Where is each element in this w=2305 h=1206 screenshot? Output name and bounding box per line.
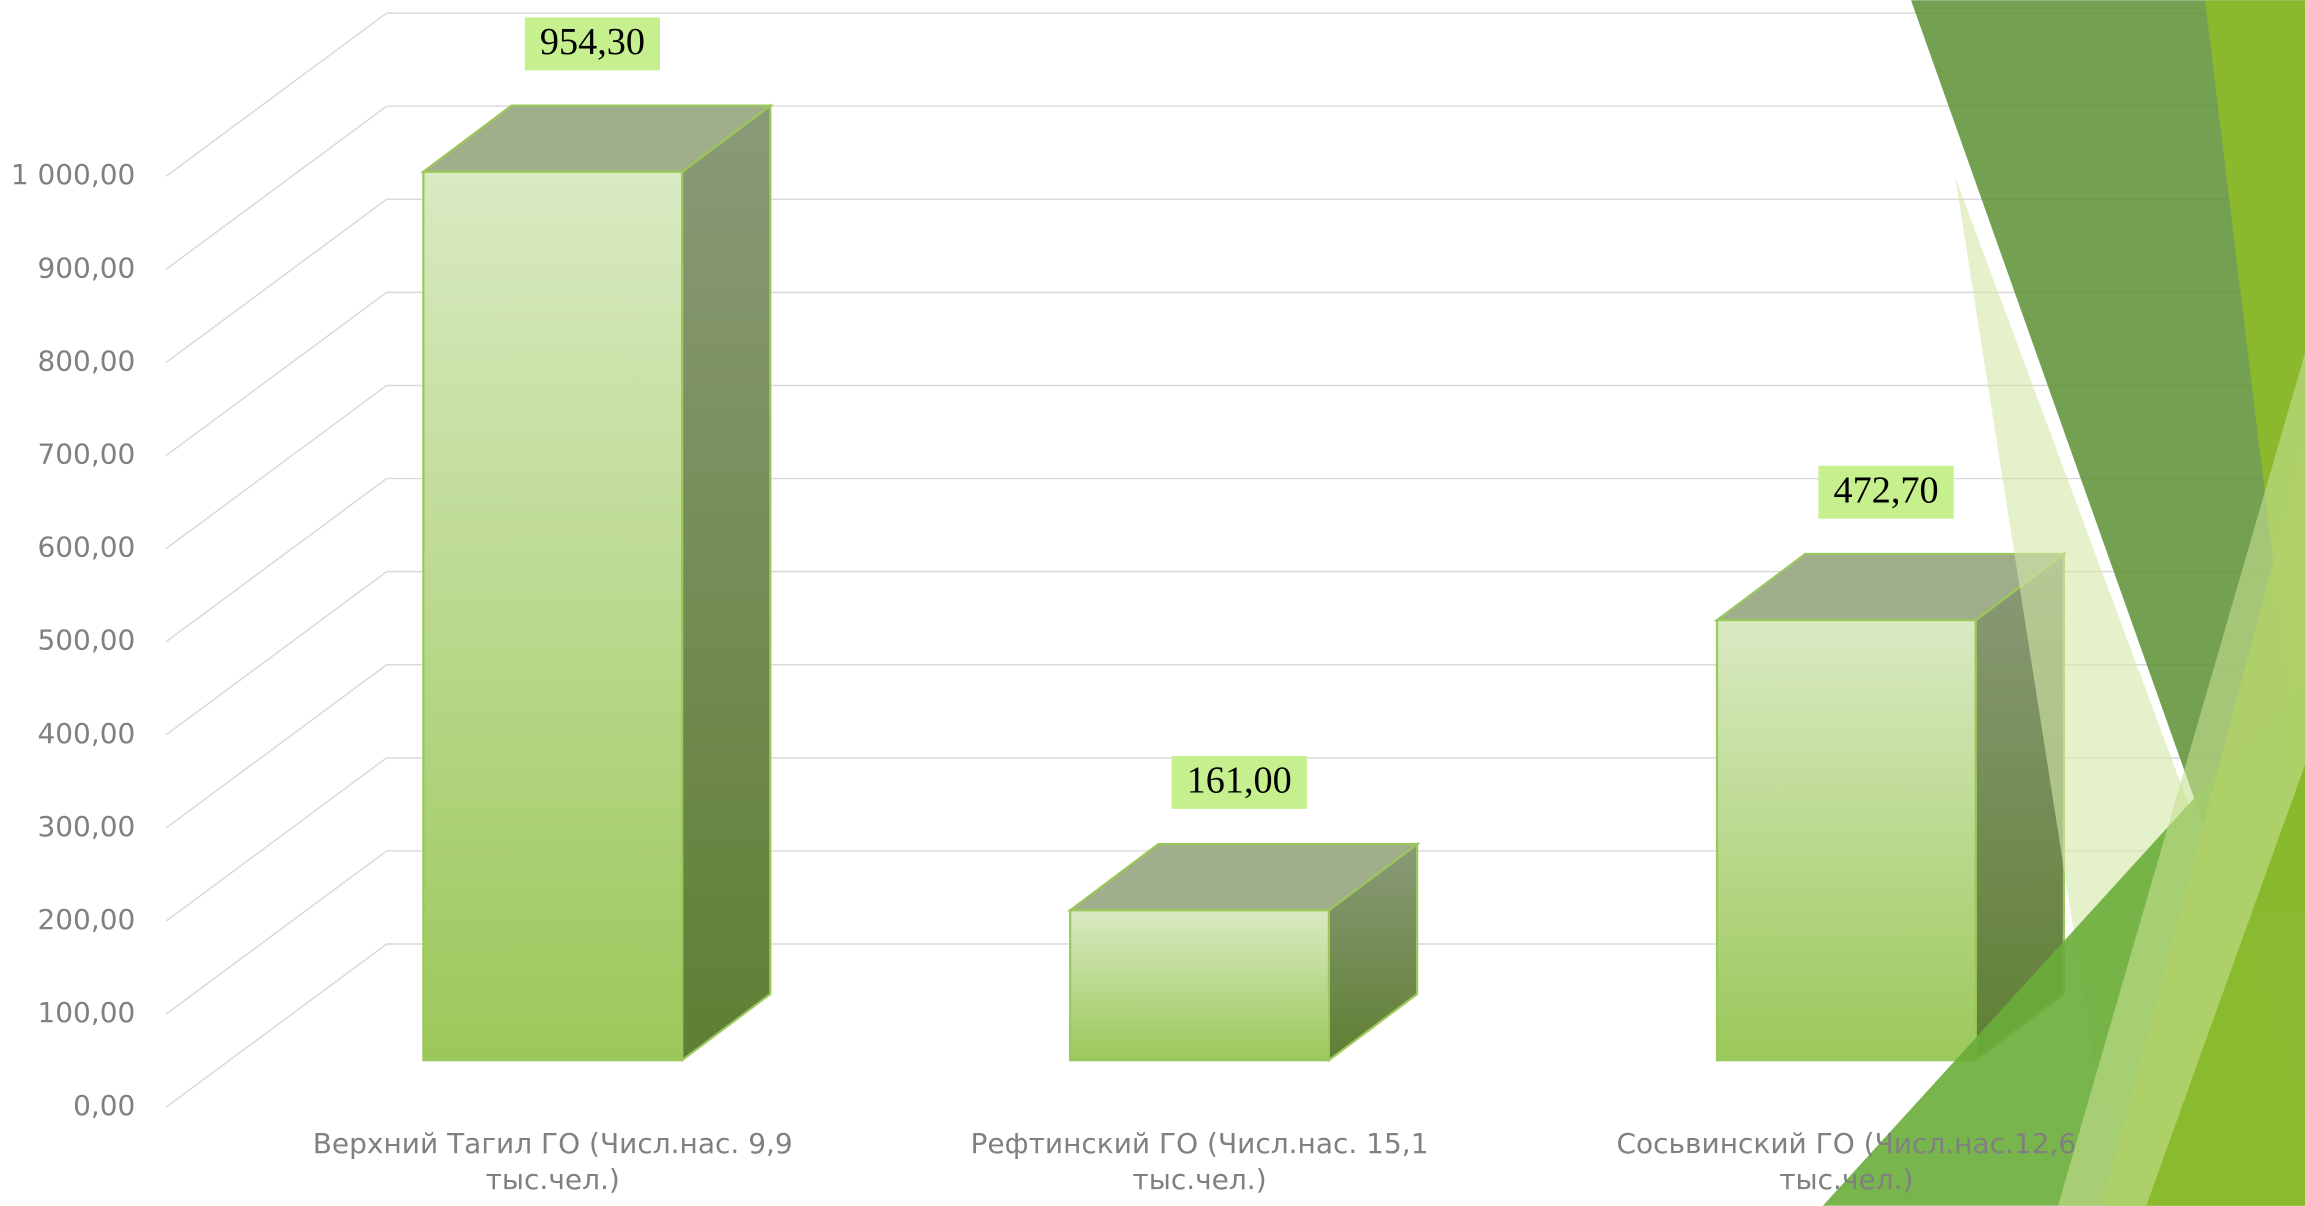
value-label-box bbox=[524, 17, 661, 71]
grid-line bbox=[165, 12, 388, 177]
grid-line bbox=[165, 943, 388, 1108]
y-tick-label: 100,00 bbox=[38, 996, 136, 1029]
y-tick-label: 900,00 bbox=[38, 251, 136, 284]
grid-line bbox=[165, 198, 388, 364]
grid-line bbox=[165, 850, 388, 1015]
y-tick-label: 600,00 bbox=[38, 531, 136, 564]
grid-line bbox=[165, 105, 388, 270]
y-tick-label: 1 000,00 bbox=[11, 158, 135, 191]
value-label: 161,00 bbox=[1187, 760, 1292, 802]
grid-line bbox=[165, 477, 388, 643]
x-tick-label: Верхний Тагил ГО (Числ.нас. 9,9 тыс.чел.… bbox=[312, 1127, 793, 1197]
y-tick-label: 0,00 bbox=[73, 1089, 135, 1122]
y-tick-label: 500,00 bbox=[38, 624, 136, 657]
value-label: 954,30 bbox=[540, 21, 645, 63]
bars bbox=[420, 103, 2068, 1063]
value-label: 472,70 bbox=[1833, 469, 1938, 511]
bar bbox=[1069, 909, 1331, 1062]
bar-side bbox=[680, 103, 772, 1063]
value-label-box bbox=[1818, 465, 1954, 519]
value-label-box bbox=[1171, 755, 1307, 809]
grid-line bbox=[165, 664, 388, 829]
y-tick-label: 300,00 bbox=[38, 810, 136, 843]
x-tick-label: Сосьвинский ГО (Числ.нас.12,6 тыс.чел.) bbox=[1616, 1127, 2077, 1197]
bar bbox=[1715, 619, 1977, 1062]
labels: 0,00 100,00 200,00 300,00 400,00 500,00 600,00… bbox=[11, 17, 1954, 1122]
bar bbox=[422, 170, 684, 1062]
decoration bbox=[1822, 0, 2305, 1206]
x-tick-label: Рефтинский ГО (Числ.нас. 15,1 тыс.чел.) bbox=[970, 1127, 1429, 1197]
grid-line bbox=[165, 291, 388, 457]
grid-line bbox=[165, 384, 388, 550]
y-tick-label: 800,00 bbox=[38, 344, 136, 377]
deco-triangle bbox=[1911, 0, 2305, 912]
y-tick-label: 400,00 bbox=[38, 717, 136, 750]
y-tick-label: 700,00 bbox=[38, 438, 136, 471]
grid-line bbox=[165, 571, 388, 736]
grid-line bbox=[165, 757, 388, 922]
y-tick-label: 200,00 bbox=[38, 903, 136, 936]
